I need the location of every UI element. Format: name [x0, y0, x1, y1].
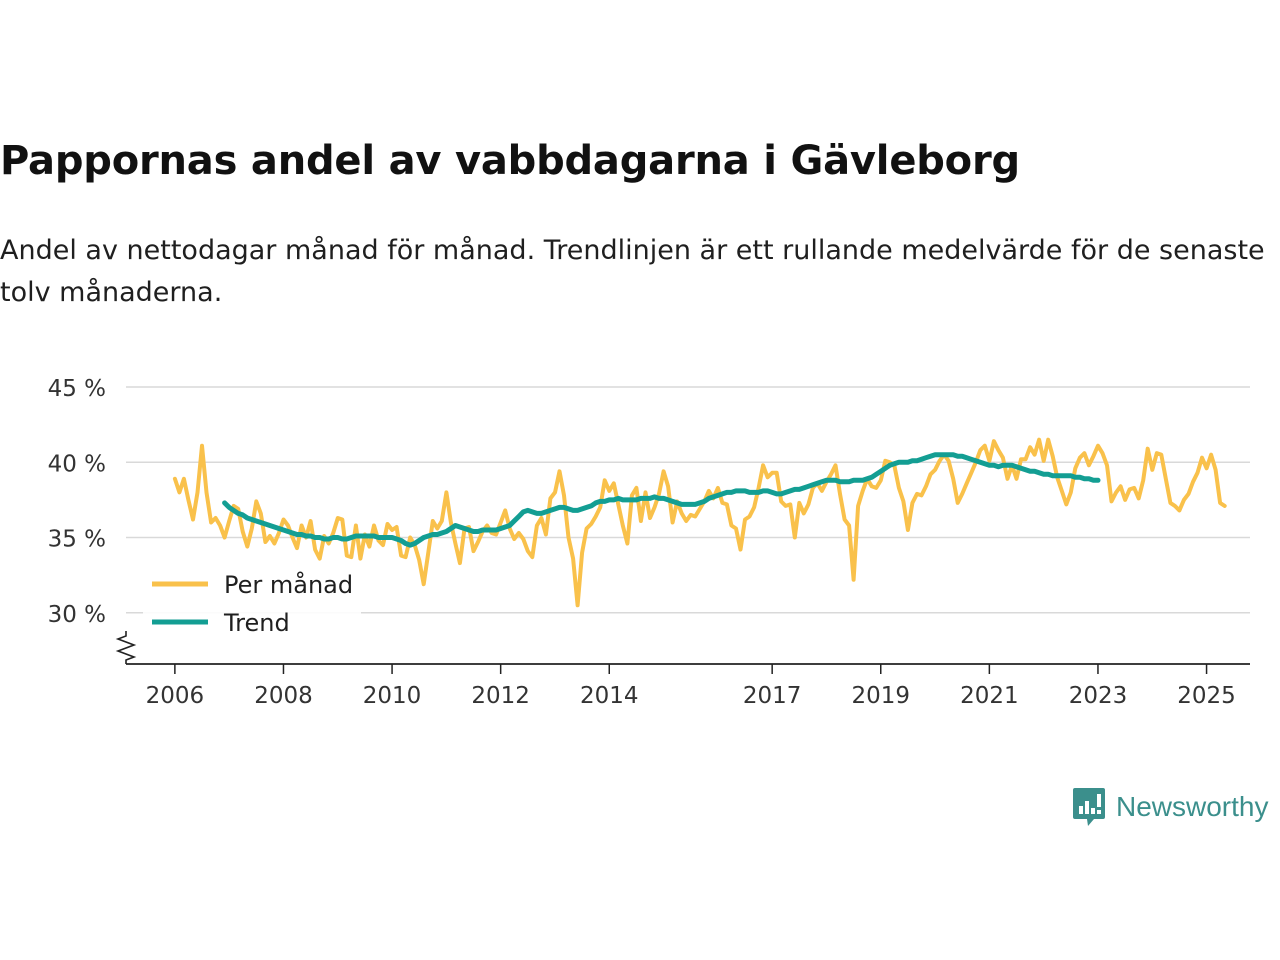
x-tick-label: 2023 — [1069, 683, 1128, 709]
y-axis-ticks: 30 % 35 % 40 % 45 % — [48, 376, 106, 628]
axis-break-zigzag — [115, 631, 137, 664]
x-axis: 2006 2008 2010 2012 2014 2017 2019 2021 2023 2025 — [126, 663, 1250, 709]
y-tick-label: 40 % — [48, 451, 106, 477]
x-tick-label: 2014 — [580, 683, 639, 709]
y-tick-label: 30 % — [48, 602, 106, 628]
x-tick-label: 2025 — [1177, 683, 1236, 709]
chart-title: Pappornas andel av vabbdagarna i Gävlebo… — [0, 138, 1020, 184]
brand-name: Newsworthy — [1116, 791, 1269, 822]
axis-break-marker — [115, 631, 137, 664]
x-tick-label: 2006 — [146, 683, 205, 709]
x-tick-label: 2017 — [743, 683, 802, 709]
x-tick-label: 2008 — [254, 683, 313, 709]
x-tick-label: 2010 — [363, 683, 422, 709]
series-line-monthly — [172, 437, 1227, 608]
y-tick-label: 35 % — [48, 527, 106, 553]
legend: Per månad Trend — [143, 568, 361, 648]
series-lines — [172, 437, 1227, 608]
x-tick-label: 2019 — [851, 683, 910, 709]
newsworthy-brand: Newsworthy — [1072, 786, 1268, 828]
y-tick-label: 45 % — [48, 376, 106, 402]
x-tick-label: 2021 — [960, 683, 1019, 709]
x-tick-label: 2012 — [471, 683, 530, 709]
series-line-trend — [222, 452, 1101, 548]
legend-label-trend: Trend — [223, 609, 290, 637]
legend-label-monthly: Per månad — [224, 570, 353, 599]
newsworthy-logo-icon — [1073, 788, 1105, 826]
line-chart: 30 % 35 % 40 % 45 % 2006 2008 2010 2012 2014 201… — [48, 376, 1250, 709]
legend-background — [143, 568, 361, 648]
chart-subtitle: Andel av nettodagar månad för månad. Tre… — [0, 235, 1265, 308]
